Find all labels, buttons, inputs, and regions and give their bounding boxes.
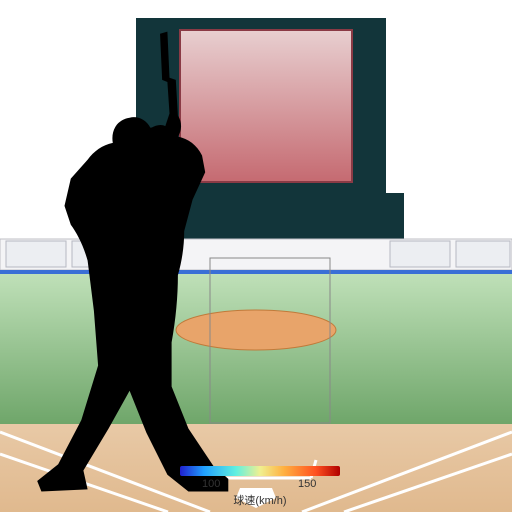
stadium-rail — [0, 270, 512, 274]
legend-title: 球速(km/h) — [180, 492, 340, 508]
speed-legend-bar — [180, 466, 340, 476]
legend-tick-1: 150 — [298, 478, 316, 490]
legend-tick-0: 100 — [202, 478, 220, 490]
scene-svg — [0, 0, 512, 512]
scoreboard-screen — [180, 30, 352, 182]
stadium-box — [390, 241, 450, 267]
pitch-chart-stage: 100 150 球速(km/h) — [0, 0, 512, 512]
stadium-box — [456, 241, 510, 267]
stadium-box — [6, 241, 66, 267]
pitchers-mound — [176, 310, 336, 350]
